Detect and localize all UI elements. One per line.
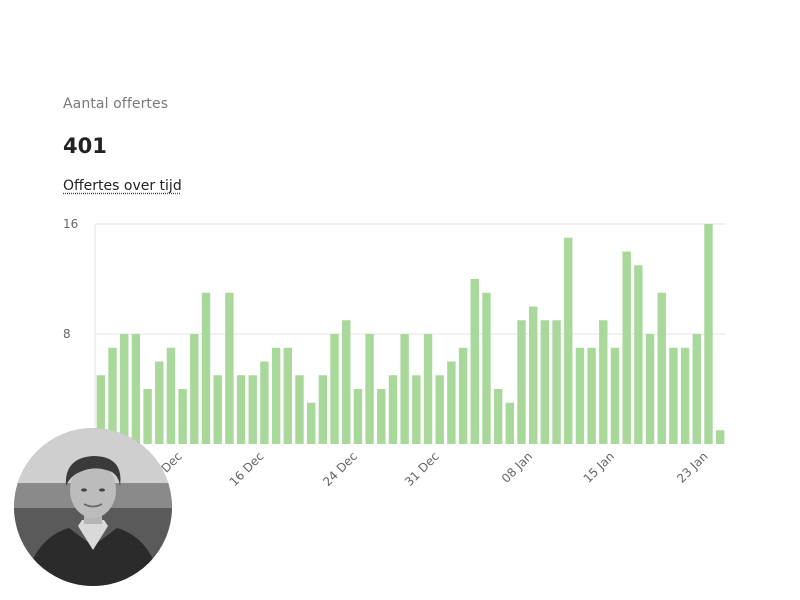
metric-label: Aantal offertes (63, 96, 169, 112)
x-tick-label: 23 Jan (674, 449, 710, 485)
chart-bars (96, 224, 725, 445)
bar[interactable] (318, 375, 328, 444)
bar[interactable] (669, 347, 678, 444)
x-tick-label: 24 Dec (320, 449, 360, 489)
bar[interactable] (330, 334, 339, 444)
bar[interactable] (190, 334, 199, 444)
bar[interactable] (657, 292, 666, 444)
bar[interactable] (575, 347, 585, 444)
bar[interactable] (155, 361, 164, 445)
bar[interactable] (564, 237, 573, 444)
y-axis-ticks: 8 16 (63, 217, 78, 341)
bar[interactable] (143, 389, 152, 444)
bar[interactable] (178, 389, 187, 444)
bar[interactable] (120, 334, 129, 444)
bar[interactable] (645, 334, 655, 444)
bar[interactable] (704, 224, 713, 444)
bar[interactable] (599, 320, 608, 444)
avatar (14, 428, 172, 586)
bar[interactable] (505, 402, 515, 444)
bar[interactable] (388, 375, 398, 444)
bar[interactable] (131, 334, 141, 444)
y-tick-label: 8 (63, 327, 71, 341)
bar[interactable] (108, 347, 117, 444)
x-tick-label: 15 Jan (581, 449, 617, 485)
metric-value: 401 (63, 134, 107, 158)
bar[interactable] (166, 347, 176, 444)
chart-title[interactable]: Offertes over tijd (63, 178, 182, 194)
bar[interactable] (692, 334, 701, 444)
bar[interactable] (236, 375, 246, 444)
bar[interactable] (470, 279, 479, 444)
bar[interactable] (306, 402, 316, 444)
bar[interactable] (295, 375, 304, 444)
bar[interactable] (96, 375, 106, 444)
bar[interactable] (447, 361, 456, 445)
bar[interactable] (400, 334, 409, 444)
bar[interactable] (213, 375, 222, 444)
bar[interactable] (552, 320, 561, 444)
bar[interactable] (365, 334, 374, 444)
bar[interactable] (201, 292, 211, 444)
person-photo (14, 428, 172, 586)
bar[interactable] (271, 347, 281, 444)
bar[interactable] (587, 347, 596, 444)
bar[interactable] (353, 389, 363, 444)
x-tick-label: 08 Jan (499, 449, 535, 485)
bar[interactable] (517, 320, 526, 444)
bar[interactable] (715, 430, 725, 444)
x-axis-ticks: 9 Dec 16 Dec 24 Dec 31 Dec 08 Jan 15 Jan 23 Ja… (150, 449, 710, 489)
bar[interactable] (435, 375, 444, 444)
bar[interactable] (610, 347, 620, 444)
bar[interactable] (680, 347, 690, 444)
bar[interactable] (493, 389, 503, 444)
bar[interactable] (342, 320, 351, 444)
y-tick-label: 16 (63, 217, 78, 231)
bar[interactable] (622, 251, 631, 445)
bar[interactable] (377, 389, 386, 444)
bar[interactable] (260, 361, 269, 445)
bar[interactable] (248, 375, 257, 444)
bar[interactable] (412, 375, 421, 444)
bar[interactable] (634, 265, 643, 444)
bar[interactable] (458, 347, 468, 444)
x-tick-label: 16 Dec (227, 449, 267, 489)
bar[interactable] (528, 306, 538, 445)
bar[interactable] (540, 320, 550, 444)
chart-grid (94, 223, 726, 444)
bar[interactable] (225, 292, 234, 444)
bar[interactable] (423, 334, 433, 444)
bar[interactable] (482, 292, 491, 444)
x-tick-label: 31 Dec (402, 449, 442, 489)
bar[interactable] (283, 347, 293, 444)
